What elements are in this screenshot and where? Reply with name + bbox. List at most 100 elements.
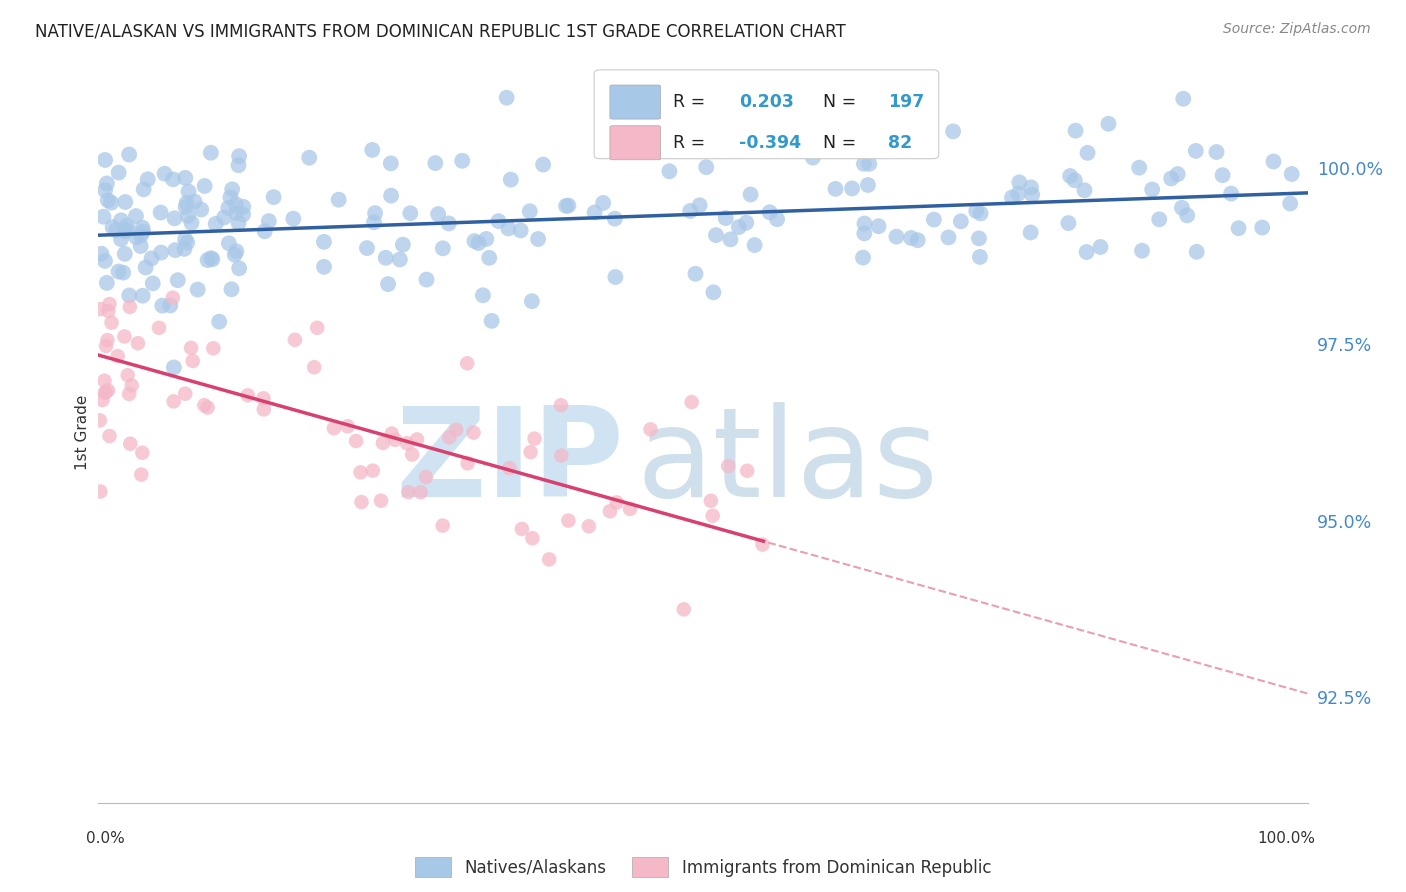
Point [163, 394, 186, 409]
Point [853, 227, 876, 241]
Point [115, 219, 138, 233]
Point [766, 212, 789, 227]
Point [361, 464, 384, 478]
Point [1019, 226, 1042, 240]
Point [89, 301, 111, 316]
Point [221, 182, 243, 196]
Point [129, 228, 152, 243]
Text: NATIVE/ALASKAN VS IMMIGRANTS FROM DOMINICAN REPUBLIC 1ST GRADE CORRELATION CHART: NATIVE/ALASKAN VS IMMIGRANTS FROM DOMINI… [35, 22, 846, 40]
Point [679, 204, 702, 219]
Point [94, 385, 117, 400]
Point [510, 522, 533, 536]
Point [740, 187, 762, 202]
Point [208, 315, 231, 329]
Point [98, 429, 121, 443]
Point [166, 273, 188, 287]
Point [1185, 144, 1208, 158]
Point [717, 459, 740, 474]
Point [219, 190, 242, 204]
Point [704, 228, 727, 243]
Point [1097, 117, 1119, 131]
Point [228, 216, 250, 230]
Point [228, 158, 250, 172]
Point [127, 336, 149, 351]
Point [135, 260, 157, 275]
Point [720, 232, 742, 246]
Point [520, 294, 543, 309]
Point [110, 232, 132, 246]
Point [1220, 186, 1243, 201]
Point [900, 231, 922, 245]
Point [538, 552, 561, 566]
Point [557, 198, 579, 212]
Point [488, 214, 510, 228]
Point [1064, 123, 1087, 137]
Point [117, 223, 139, 237]
Point [1149, 212, 1171, 227]
Point [415, 272, 437, 286]
Point [1185, 244, 1208, 259]
Point [406, 433, 429, 447]
Point [498, 221, 520, 235]
Point [965, 204, 987, 219]
Point [131, 446, 153, 460]
Point [202, 341, 225, 355]
Point [509, 223, 531, 237]
Point [187, 283, 209, 297]
Point [129, 239, 152, 253]
Point [599, 504, 621, 518]
Point [221, 282, 243, 296]
Point [396, 436, 419, 450]
Point [302, 360, 325, 375]
Point [162, 291, 184, 305]
Point [1279, 196, 1302, 211]
Point [94, 253, 117, 268]
Point [97, 304, 120, 318]
Point [114, 329, 136, 343]
Point [91, 392, 114, 407]
Point [163, 360, 186, 375]
Point [735, 216, 758, 230]
Point [217, 201, 239, 215]
Point [363, 215, 385, 229]
Point [463, 425, 485, 440]
Point [399, 206, 422, 220]
Point [100, 316, 122, 330]
Point [1063, 173, 1085, 187]
Text: Source: ZipAtlas.com: Source: ZipAtlas.com [1223, 22, 1371, 37]
Point [377, 277, 399, 292]
Point [415, 470, 437, 484]
Point [253, 224, 276, 238]
Point [201, 252, 224, 267]
Point [132, 225, 155, 239]
Point [129, 467, 152, 482]
Point [97, 384, 120, 398]
Point [1212, 168, 1234, 182]
Point [702, 285, 724, 300]
Point [118, 288, 141, 302]
Point [197, 253, 219, 268]
Point [478, 251, 501, 265]
Point [1057, 216, 1080, 230]
Point [853, 217, 876, 231]
Point [165, 243, 187, 257]
Point [714, 211, 737, 225]
Point [177, 185, 200, 199]
Point [592, 196, 614, 211]
Point [401, 448, 423, 462]
Text: atlas: atlas [637, 401, 939, 523]
Point [907, 233, 929, 247]
Point [603, 211, 626, 226]
Point [253, 402, 276, 417]
Point [257, 214, 280, 228]
Point [181, 354, 204, 368]
Point [114, 247, 136, 261]
Point [197, 401, 219, 415]
Point [1167, 167, 1189, 181]
Point [323, 421, 346, 435]
Point [190, 202, 212, 217]
Point [672, 602, 695, 616]
Point [350, 495, 373, 509]
Point [555, 199, 578, 213]
Point [1160, 171, 1182, 186]
